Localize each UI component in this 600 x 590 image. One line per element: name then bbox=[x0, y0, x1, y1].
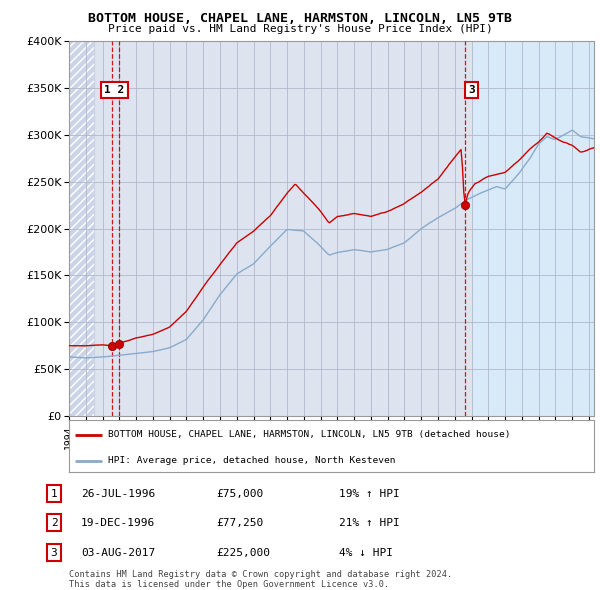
Text: 21% ↑ HPI: 21% ↑ HPI bbox=[339, 518, 400, 527]
Text: 3: 3 bbox=[468, 85, 475, 95]
Text: Price paid vs. HM Land Registry's House Price Index (HPI): Price paid vs. HM Land Registry's House … bbox=[107, 24, 493, 34]
Text: 19-DEC-1996: 19-DEC-1996 bbox=[81, 518, 155, 527]
Text: BOTTOM HOUSE, CHAPEL LANE, HARMSTON, LINCOLN, LN5 9TB: BOTTOM HOUSE, CHAPEL LANE, HARMSTON, LIN… bbox=[88, 12, 512, 25]
Bar bbox=[472, 41, 594, 416]
Text: 03-AUG-2017: 03-AUG-2017 bbox=[81, 548, 155, 558]
Text: £77,250: £77,250 bbox=[216, 518, 263, 527]
Text: 1: 1 bbox=[50, 489, 58, 499]
Text: 19% ↑ HPI: 19% ↑ HPI bbox=[339, 489, 400, 499]
Text: 26-JUL-1996: 26-JUL-1996 bbox=[81, 489, 155, 499]
Text: BOTTOM HOUSE, CHAPEL LANE, HARMSTON, LINCOLN, LN5 9TB (detached house): BOTTOM HOUSE, CHAPEL LANE, HARMSTON, LIN… bbox=[109, 430, 511, 439]
Text: £75,000: £75,000 bbox=[216, 489, 263, 499]
Text: 3: 3 bbox=[50, 548, 58, 558]
Text: 1 2: 1 2 bbox=[104, 85, 124, 95]
Text: £225,000: £225,000 bbox=[216, 548, 270, 558]
Text: This data is licensed under the Open Government Licence v3.0.: This data is licensed under the Open Gov… bbox=[69, 579, 389, 589]
Text: Contains HM Land Registry data © Crown copyright and database right 2024.: Contains HM Land Registry data © Crown c… bbox=[69, 569, 452, 579]
Bar bbox=[69, 41, 94, 416]
Text: 4% ↓ HPI: 4% ↓ HPI bbox=[339, 548, 393, 558]
Text: HPI: Average price, detached house, North Kesteven: HPI: Average price, detached house, Nort… bbox=[109, 456, 396, 465]
Text: 2: 2 bbox=[50, 518, 58, 527]
